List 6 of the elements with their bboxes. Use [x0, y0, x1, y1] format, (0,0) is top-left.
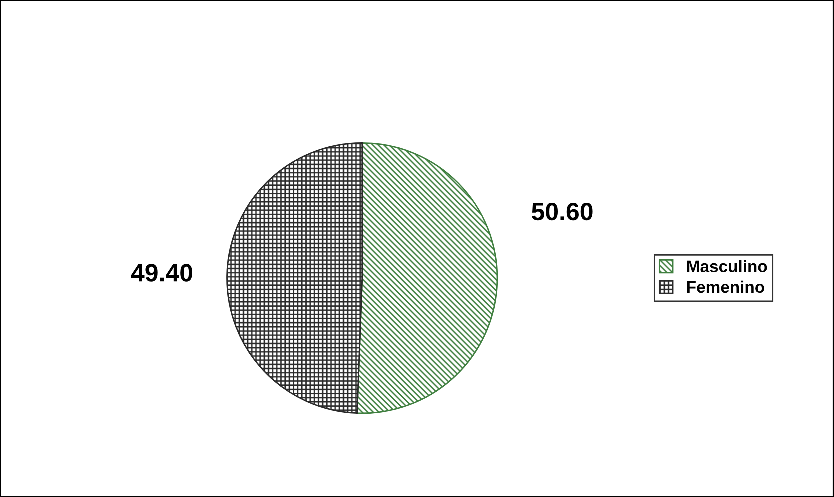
legend-label: Masculino — [687, 260, 768, 273]
data-label: 49.40 — [131, 264, 192, 282]
pie-slice — [226, 142, 364, 414]
pie-slice — [356, 142, 498, 414]
data-label: 50.60 — [532, 202, 593, 221]
legend-label: Femenino — [687, 280, 764, 294]
